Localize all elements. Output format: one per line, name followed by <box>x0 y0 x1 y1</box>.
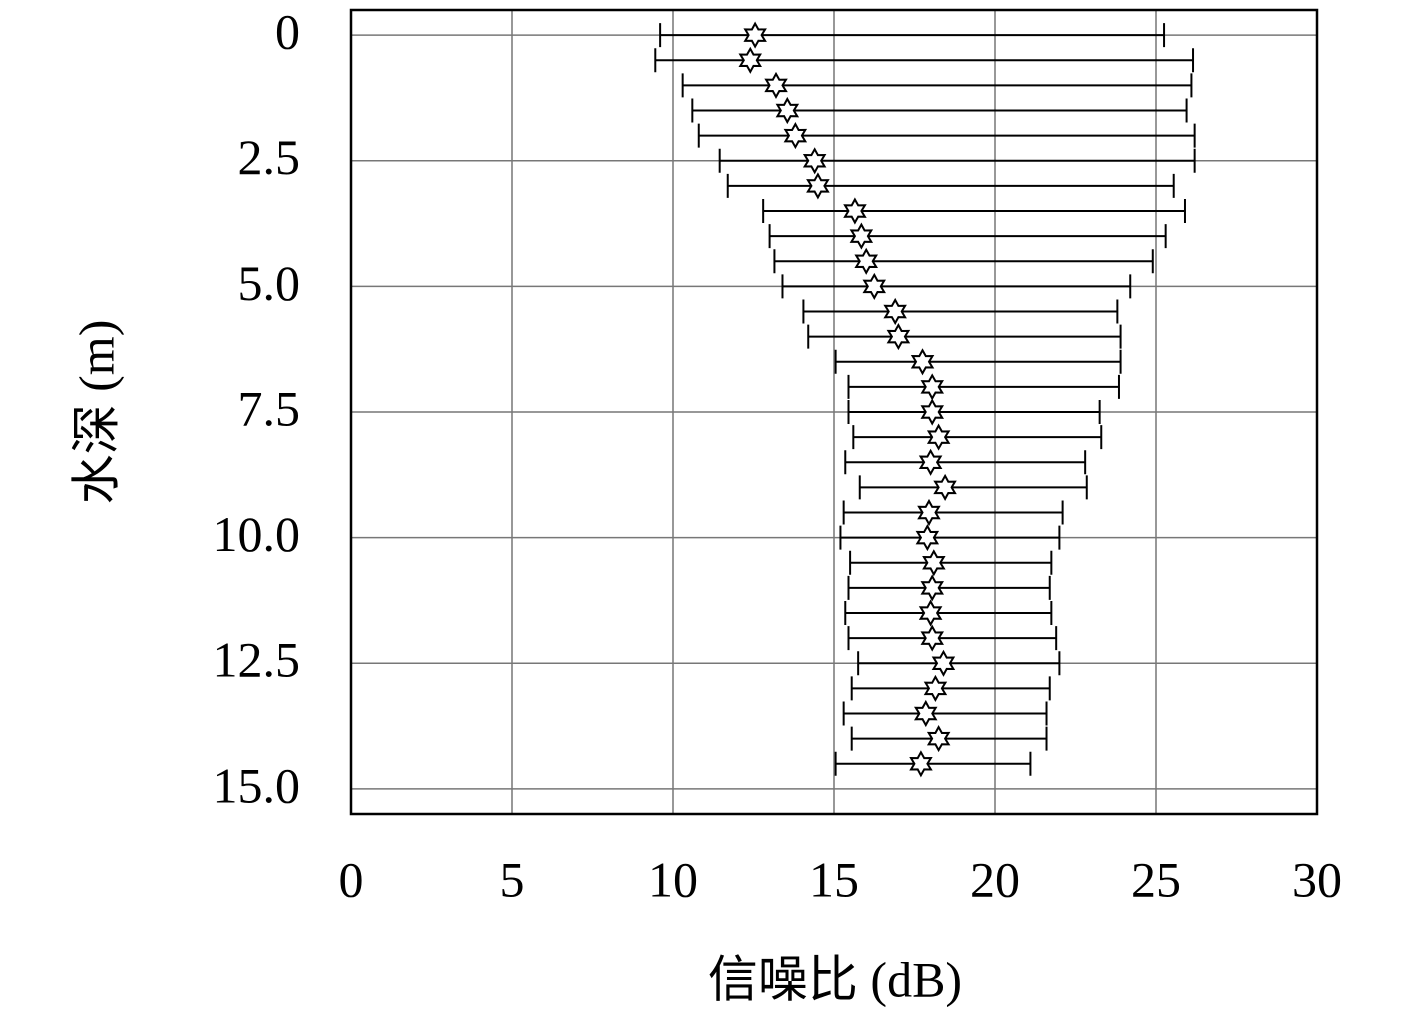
y-axis-title: 水深 (m) <box>68 320 124 505</box>
x-tick-label: 10 <box>648 851 698 907</box>
x-tick-label: 25 <box>1131 851 1181 907</box>
star-marker <box>920 624 945 652</box>
star-marker <box>806 172 830 200</box>
star-marker <box>738 46 762 74</box>
y-tick-label: 15.0 <box>213 757 301 813</box>
star-marker <box>915 524 940 552</box>
star-marker <box>862 272 886 300</box>
star-marker <box>743 21 767 49</box>
star-marker <box>920 398 945 426</box>
y-tick-label: 12.5 <box>213 632 301 688</box>
x-tick-label: 15 <box>809 851 859 907</box>
star-marker <box>923 674 948 702</box>
star-marker <box>849 222 874 250</box>
star-marker <box>854 247 879 275</box>
star-marker <box>909 750 933 778</box>
star-marker <box>883 297 907 326</box>
star-marker <box>843 197 867 225</box>
star-marker <box>933 473 957 501</box>
star-marker <box>913 699 938 728</box>
y-tick-label: 0 <box>275 4 300 60</box>
star-marker <box>764 71 788 99</box>
x-tick-label: 30 <box>1292 851 1342 907</box>
x-tick-label: 20 <box>970 851 1020 907</box>
star-marker <box>922 549 946 577</box>
y-tick-label: 10.0 <box>213 506 301 562</box>
y-tick-label: 5.0 <box>238 255 301 311</box>
star-marker <box>920 373 945 401</box>
star-marker <box>920 574 945 602</box>
star-marker <box>926 423 951 451</box>
star-marker <box>917 498 941 527</box>
x-axis-title: 信噪比 (dB) <box>708 951 962 1007</box>
plot-frame <box>349 8 1319 816</box>
y-tick-label: 2.5 <box>238 129 301 185</box>
star-marker <box>918 599 943 627</box>
star-marker <box>926 725 951 753</box>
star-marker <box>910 348 935 376</box>
y-tick-label: 7.5 <box>238 380 301 436</box>
x-tick-label: 5 <box>500 851 525 907</box>
star-marker <box>931 649 956 677</box>
star-marker <box>775 96 800 125</box>
star-marker <box>886 323 911 351</box>
star-marker <box>918 448 943 476</box>
x-tick-label: 0 <box>339 851 364 907</box>
star-marker <box>802 147 827 175</box>
star-marker <box>783 122 808 150</box>
